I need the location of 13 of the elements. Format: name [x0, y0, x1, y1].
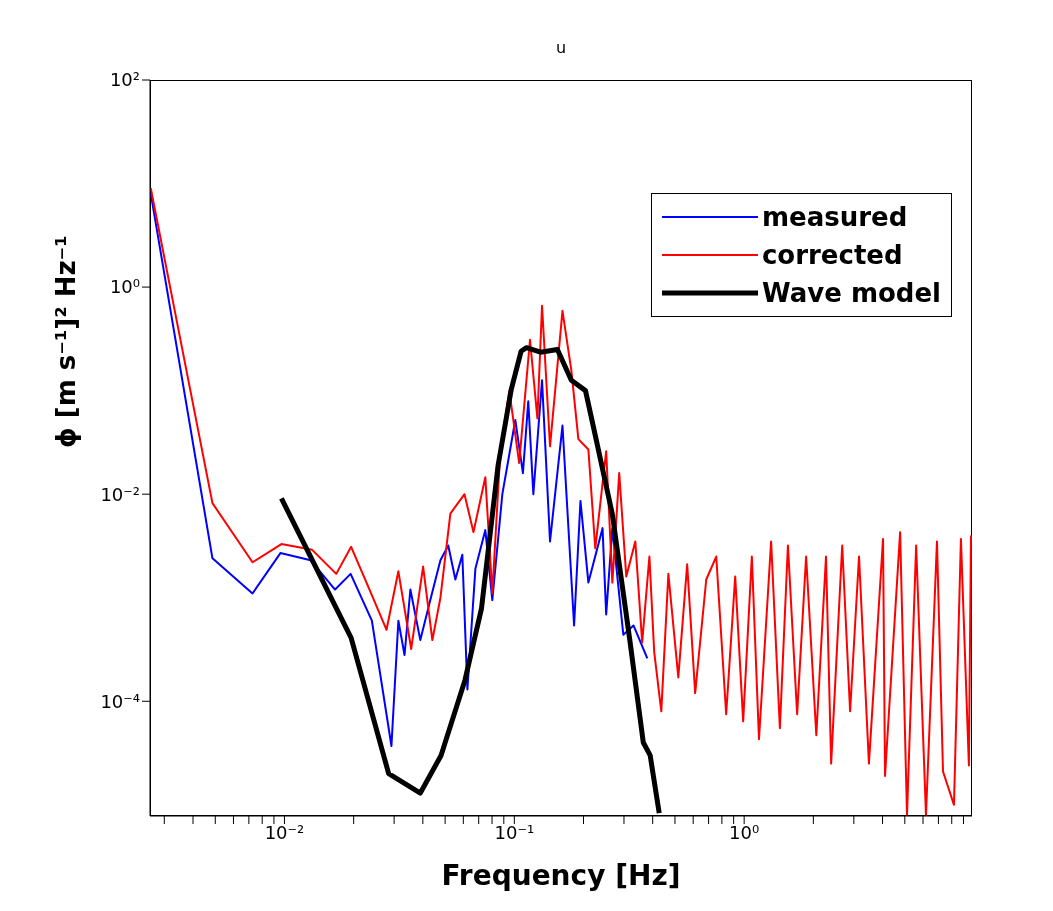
- chart-title: u: [555, 38, 567, 57]
- x-axis-title: Frequency [Hz]: [441, 859, 681, 892]
- legend-label: Wave model: [761, 278, 941, 308]
- y-tick-label: 10⁻²: [100, 483, 140, 505]
- legend-label: corrected: [761, 240, 903, 270]
- y-tick-label: 10⁰: [109, 276, 140, 298]
- x-tick-label: 10⁰: [729, 821, 760, 843]
- x-tick-label: 10⁻¹: [494, 821, 535, 843]
- y-axis-title: ϕ [m s⁻¹]² Hz⁻¹: [51, 235, 82, 448]
- x-tick-label: 10⁻²: [264, 821, 305, 843]
- y-tick-label: 10²: [109, 69, 140, 91]
- legend-label: measured: [761, 202, 908, 232]
- y-tick-label: 10⁻⁴: [100, 690, 140, 712]
